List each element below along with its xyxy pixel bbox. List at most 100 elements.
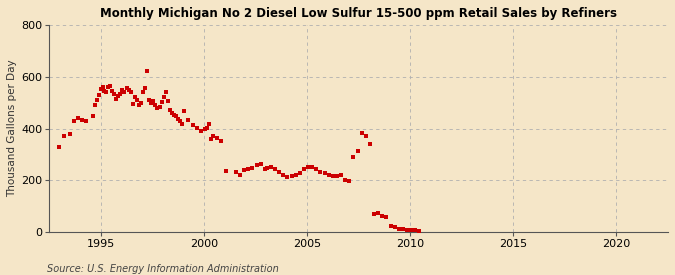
Point	[144, 97, 155, 102]
Point	[344, 178, 355, 183]
Point	[327, 173, 338, 178]
Point	[99, 89, 109, 93]
Point	[163, 98, 173, 103]
Point	[200, 127, 211, 131]
Point	[389, 225, 400, 229]
Point	[402, 228, 412, 232]
Point	[247, 166, 258, 170]
Point	[154, 105, 165, 110]
Point	[175, 119, 186, 123]
Point	[132, 97, 142, 102]
Point	[239, 168, 250, 173]
Point	[364, 141, 375, 146]
Point	[394, 227, 404, 231]
Point	[381, 215, 392, 219]
Point	[89, 103, 100, 108]
Y-axis label: Thousand Gallons per Day: Thousand Gallons per Day	[7, 60, 17, 197]
Point	[115, 92, 126, 96]
Point	[73, 116, 84, 120]
Point	[414, 228, 425, 233]
Point	[58, 134, 69, 139]
Point	[105, 84, 115, 88]
Point	[77, 117, 88, 122]
Point	[109, 92, 119, 96]
Point	[307, 164, 318, 169]
Point	[128, 102, 138, 106]
Point	[156, 100, 167, 104]
Point	[319, 171, 330, 175]
Point	[294, 171, 305, 175]
Point	[54, 144, 65, 149]
Point	[206, 137, 217, 142]
Point	[111, 97, 122, 101]
Point	[152, 106, 163, 111]
Point	[369, 212, 379, 216]
Point	[323, 172, 334, 177]
Point	[216, 139, 227, 143]
Point	[101, 90, 111, 95]
Point	[202, 126, 213, 130]
Point	[331, 173, 342, 178]
Point	[183, 118, 194, 122]
Point	[282, 175, 293, 179]
Point	[119, 90, 130, 94]
Point	[146, 101, 157, 106]
Point	[348, 155, 359, 160]
Point	[286, 173, 297, 178]
Point	[335, 172, 346, 177]
Point	[161, 90, 171, 94]
Point	[136, 101, 146, 105]
Point	[352, 149, 363, 153]
Point	[235, 172, 246, 177]
Point	[140, 86, 151, 90]
Point	[64, 131, 75, 136]
Text: Source: U.S. Energy Information Administration: Source: U.S. Energy Information Administ…	[47, 264, 279, 274]
Point	[81, 119, 92, 123]
Point	[278, 172, 289, 177]
Point	[270, 167, 281, 172]
Point	[398, 227, 408, 232]
Point	[121, 86, 132, 90]
Point	[150, 103, 161, 107]
Point	[208, 134, 219, 138]
Point	[195, 128, 206, 133]
Point	[410, 228, 421, 232]
Point	[251, 163, 262, 167]
Point	[95, 86, 106, 91]
Point	[134, 103, 144, 107]
Point	[103, 85, 113, 89]
Point	[97, 85, 108, 89]
Point	[177, 122, 188, 126]
Point	[406, 228, 416, 232]
Point	[69, 119, 80, 123]
Point	[179, 109, 190, 113]
Point	[169, 113, 180, 117]
Point	[315, 170, 326, 174]
Point	[204, 122, 215, 126]
Point	[165, 108, 176, 112]
Point	[274, 170, 285, 174]
Point	[117, 88, 128, 93]
Point	[167, 110, 178, 115]
Point	[385, 224, 396, 228]
Point	[259, 167, 270, 172]
Point	[171, 114, 182, 118]
Point	[302, 164, 313, 169]
Point	[377, 214, 387, 218]
Point	[187, 123, 198, 128]
Point	[126, 90, 136, 94]
Point	[298, 167, 309, 172]
Point	[360, 134, 371, 138]
Point	[91, 98, 102, 102]
Point	[311, 167, 322, 172]
Point	[173, 117, 184, 121]
Point	[356, 131, 367, 135]
Point	[87, 114, 98, 118]
Point	[243, 167, 254, 172]
Point	[265, 164, 276, 169]
Point	[113, 94, 124, 98]
Title: Monthly Michigan No 2 Diesel Low Sulfur 15-500 ppm Retail Sales by Refiners: Monthly Michigan No 2 Diesel Low Sulfur …	[100, 7, 617, 20]
Point	[124, 88, 134, 92]
Point	[220, 169, 231, 173]
Point	[373, 211, 383, 216]
